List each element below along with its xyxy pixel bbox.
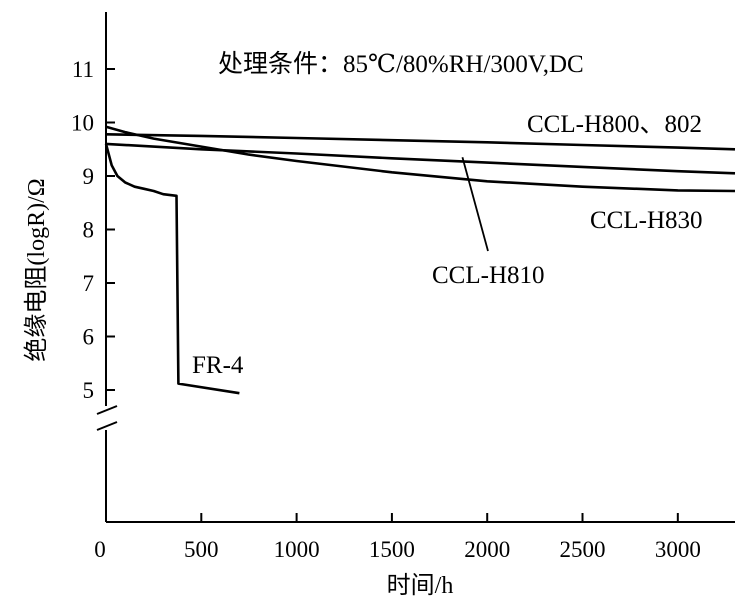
ticks: 5 6 7 8 9 10 11 0 500 1000 1500 2000 2500 3000: [71, 57, 701, 562]
axes: [96, 12, 735, 523]
y-tick-label-5: 5: [83, 378, 95, 403]
y-tick-label-6: 6: [83, 325, 95, 350]
y-tick-label-7: 7: [83, 271, 95, 296]
series-line-ccl-h830: [105, 125, 736, 193]
x-axis-label: 时间/h: [387, 572, 454, 599]
leader-line-ccl-h810: [461, 157, 489, 252]
chart-title: 处理条件：85℃/80%RH/300V,DC: [218, 50, 584, 78]
x-tick-label-1500: 1500: [369, 537, 415, 562]
x-tick-label-2500: 2500: [560, 537, 606, 562]
y-axis-label: 绝缘电阻(logR)/Ω: [23, 178, 50, 361]
y-tick-label-8: 8: [83, 218, 95, 243]
annotation-fr-4: FR-4: [192, 352, 244, 379]
series-line-fr-4: [104, 143, 240, 395]
annotation-ccl-h800-802: CCL-H800、802: [527, 111, 702, 138]
y-tick-label-11: 11: [72, 57, 94, 82]
annotation-ccl-h810: CCL-H810: [432, 262, 545, 289]
annotation-ccl-h830: CCL-H830: [590, 207, 703, 234]
x-tick-label-2000: 2000: [464, 537, 510, 562]
axis-break-mark-2: [96, 421, 118, 431]
series-group: [104, 125, 736, 395]
y-axis-label-text: 绝缘电阻(logR)/Ω: [23, 178, 50, 361]
axis-break-mark-1: [96, 405, 118, 415]
y-tick-label-10: 10: [71, 111, 94, 136]
x-tick-label-0: 0: [94, 537, 106, 562]
series-line-ccl-h810: [105, 142, 736, 175]
x-tick-label-500: 500: [184, 537, 219, 562]
x-tick-label-3000: 3000: [655, 537, 701, 562]
y-tick-label-9: 9: [83, 164, 95, 189]
series-line-ccl-h800-802: [105, 133, 736, 151]
x-tick-label-1000: 1000: [274, 537, 320, 562]
